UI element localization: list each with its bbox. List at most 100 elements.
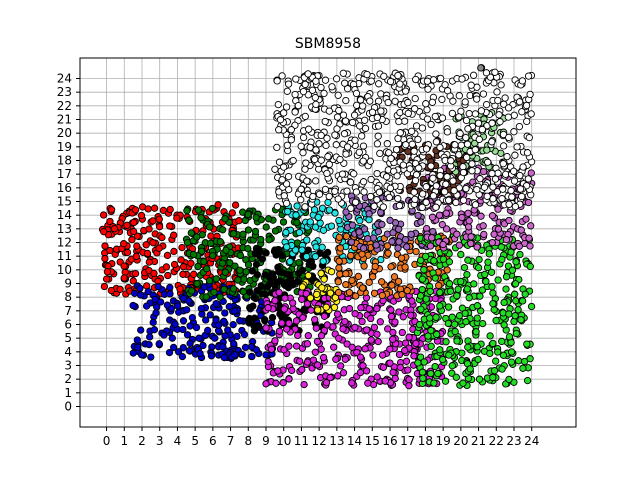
y-tick-label: 13 [57, 222, 72, 236]
scatter-point [430, 257, 438, 265]
scatter-point [473, 243, 481, 251]
scatter-point [348, 118, 357, 127]
scatter-point [347, 251, 355, 260]
scatter-point [326, 289, 335, 297]
scatter-point [106, 246, 114, 255]
scatter-point [465, 109, 473, 118]
scatter-point [317, 83, 325, 92]
scatter-point [317, 332, 326, 340]
scatter-point [473, 302, 482, 310]
scatter-point [374, 337, 382, 346]
scatter-point [303, 358, 312, 366]
scatter-point [350, 170, 358, 178]
scatter-point [207, 239, 215, 247]
scatter-point [417, 256, 425, 264]
x-tick-label: 2 [138, 434, 146, 448]
scatter-point [507, 248, 515, 256]
scatter-point [346, 178, 355, 186]
scatter-point [176, 285, 184, 293]
scatter-point [252, 260, 261, 269]
scatter-point [467, 81, 475, 89]
scatter-point [518, 192, 526, 201]
scatter-point [262, 249, 270, 257]
scatter-point [299, 87, 308, 96]
scatter-point [214, 321, 223, 329]
y-tick-label: 9 [64, 277, 72, 291]
scatter-point [331, 187, 339, 195]
scatter-point [387, 306, 395, 314]
scatter-point [358, 132, 366, 140]
points-layer [98, 64, 536, 390]
scatter-point [142, 302, 151, 310]
scatter-point [356, 368, 365, 377]
scatter-point [231, 201, 240, 209]
scatter-point [362, 367, 371, 375]
scatter-point [431, 362, 439, 371]
scatter-point [351, 198, 360, 206]
scatter-point [231, 351, 239, 359]
scatter-point [523, 376, 532, 385]
scatter-point [320, 275, 328, 283]
scatter-point [385, 193, 393, 202]
scatter-point [305, 125, 313, 133]
scatter-point [395, 238, 403, 246]
scatter-point [197, 214, 205, 222]
scatter-point [505, 310, 513, 318]
scatter-point [321, 76, 330, 84]
scatter-point [457, 141, 466, 149]
scatter-point [464, 125, 472, 133]
scatter-point [373, 140, 382, 148]
scatter-point [387, 312, 396, 321]
scatter-point [185, 216, 193, 224]
scatter-point [335, 216, 343, 225]
scatter-point [325, 192, 333, 201]
scatter-point [396, 129, 404, 137]
scatter-point [471, 146, 479, 154]
scatter-point [489, 183, 497, 191]
scatter-point [253, 287, 261, 295]
scatter-point [327, 222, 336, 230]
scatter-point [275, 126, 283, 134]
scatter-point [274, 263, 282, 271]
scatter-point [100, 228, 108, 236]
scatter-point [306, 218, 314, 226]
scatter-point [492, 357, 500, 365]
scatter-point [178, 243, 186, 252]
scatter-point [357, 304, 365, 312]
scatter-point [464, 343, 472, 351]
scatter-point [216, 293, 224, 301]
scatter-point [378, 351, 387, 359]
scatter-point [473, 314, 481, 322]
scatter-point [185, 347, 194, 355]
scatter-point [516, 250, 524, 259]
scatter-point [103, 268, 112, 276]
scatter-point [150, 204, 159, 212]
scatter-point [499, 185, 507, 193]
scatter-point [291, 108, 299, 116]
scatter-point [369, 273, 377, 281]
scatter-point [264, 304, 272, 312]
scatter-point [110, 225, 119, 233]
scatter-point [144, 205, 152, 213]
scatter-point [187, 229, 195, 237]
scatter-point [348, 221, 357, 229]
scatter-point [315, 140, 323, 148]
scatter-point [455, 312, 464, 320]
scatter-point [502, 236, 511, 244]
scatter-point [190, 270, 198, 278]
scatter-point [210, 288, 218, 296]
scatter-point [291, 90, 299, 99]
scatter-point [390, 273, 399, 281]
scatter-point [510, 177, 519, 185]
x-tick-label: 8 [244, 434, 252, 448]
scatter-point [444, 196, 453, 204]
scatter-point [491, 175, 500, 183]
scatter-point [494, 169, 502, 177]
scatter-point [489, 339, 497, 348]
scatter-point [291, 246, 300, 254]
scatter-point [298, 283, 307, 291]
scatter-point [165, 348, 174, 357]
scatter-point [512, 258, 520, 266]
scatter-point [418, 203, 426, 212]
scatter-point [207, 352, 216, 360]
